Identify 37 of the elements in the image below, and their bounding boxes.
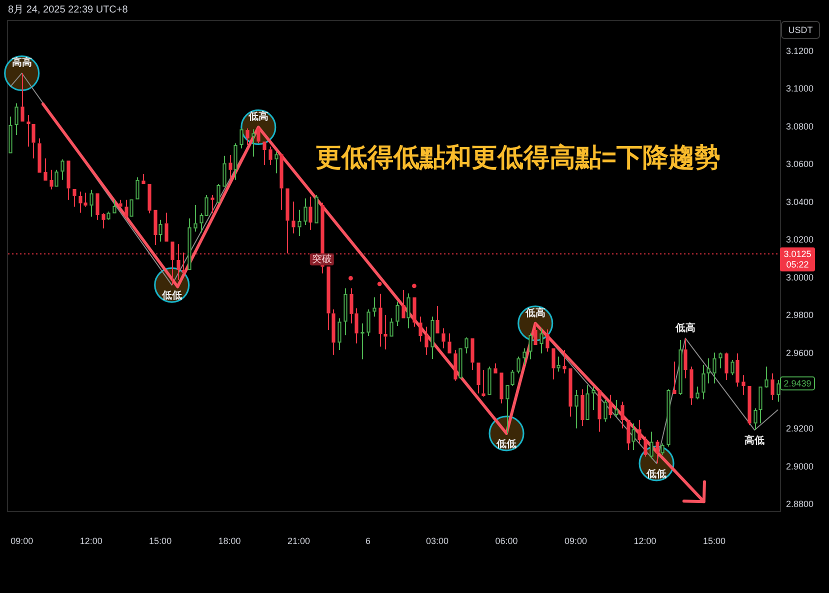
y-tick-label: 3.1000	[786, 84, 814, 94]
y-axis-title: USDT	[788, 25, 814, 35]
y-tick-label: 3.1200	[786, 46, 814, 56]
annotation: 低低	[646, 468, 667, 480]
x-tick-label: 06:00	[495, 536, 518, 546]
annotation: 低高	[524, 306, 546, 319]
y-tick-label: 2.9000	[786, 461, 814, 472]
annotation: 低低	[160, 290, 182, 302]
y-tick-label: 3.0000	[786, 272, 814, 282]
annotation: 低高	[247, 110, 268, 123]
annotation: 高高	[12, 56, 32, 69]
y-tick-label: 2.8800	[786, 499, 814, 510]
y-tick-label: 2.9600	[786, 348, 814, 358]
ref-line-label: 3.0125 05:22	[784, 248, 812, 270]
x-tick-label: 18:00	[218, 536, 241, 546]
annotation: 突破	[312, 252, 332, 265]
y-tick-label: 2.9800	[786, 310, 814, 320]
chart-subtitle: 8月 24, 2025 22:39 UTC+8	[8, 4, 128, 16]
annotation: 高低	[744, 434, 765, 447]
x-tick-label: 09:00	[564, 536, 588, 546]
annotation: 低高	[674, 322, 696, 334]
y-tick-label: 2.9200	[786, 424, 814, 434]
x-tick-label: 15:00	[149, 536, 172, 546]
x-tick-label: 12:00	[634, 536, 656, 546]
text: 2.9439	[784, 378, 812, 388]
y-tick-label: 3.0400	[786, 196, 814, 207]
annotation: 低低	[496, 438, 517, 450]
text: 更低得低點和更低得高點=下降趨勢	[315, 142, 721, 172]
y-tick-label: 3.0200	[786, 234, 814, 245]
x-tick-label: 03:00	[426, 536, 449, 546]
x-tick-label: 21:00	[288, 536, 310, 546]
y-tick-label: 3.0600	[786, 159, 814, 170]
x-tick-label: 15:00	[702, 536, 726, 546]
x-tick-label: 09:00	[10, 536, 34, 546]
x-tick-label: 12:00	[80, 536, 102, 546]
x-tick-label: 6	[366, 536, 371, 546]
y-tick-label: 3.0800	[786, 121, 814, 132]
